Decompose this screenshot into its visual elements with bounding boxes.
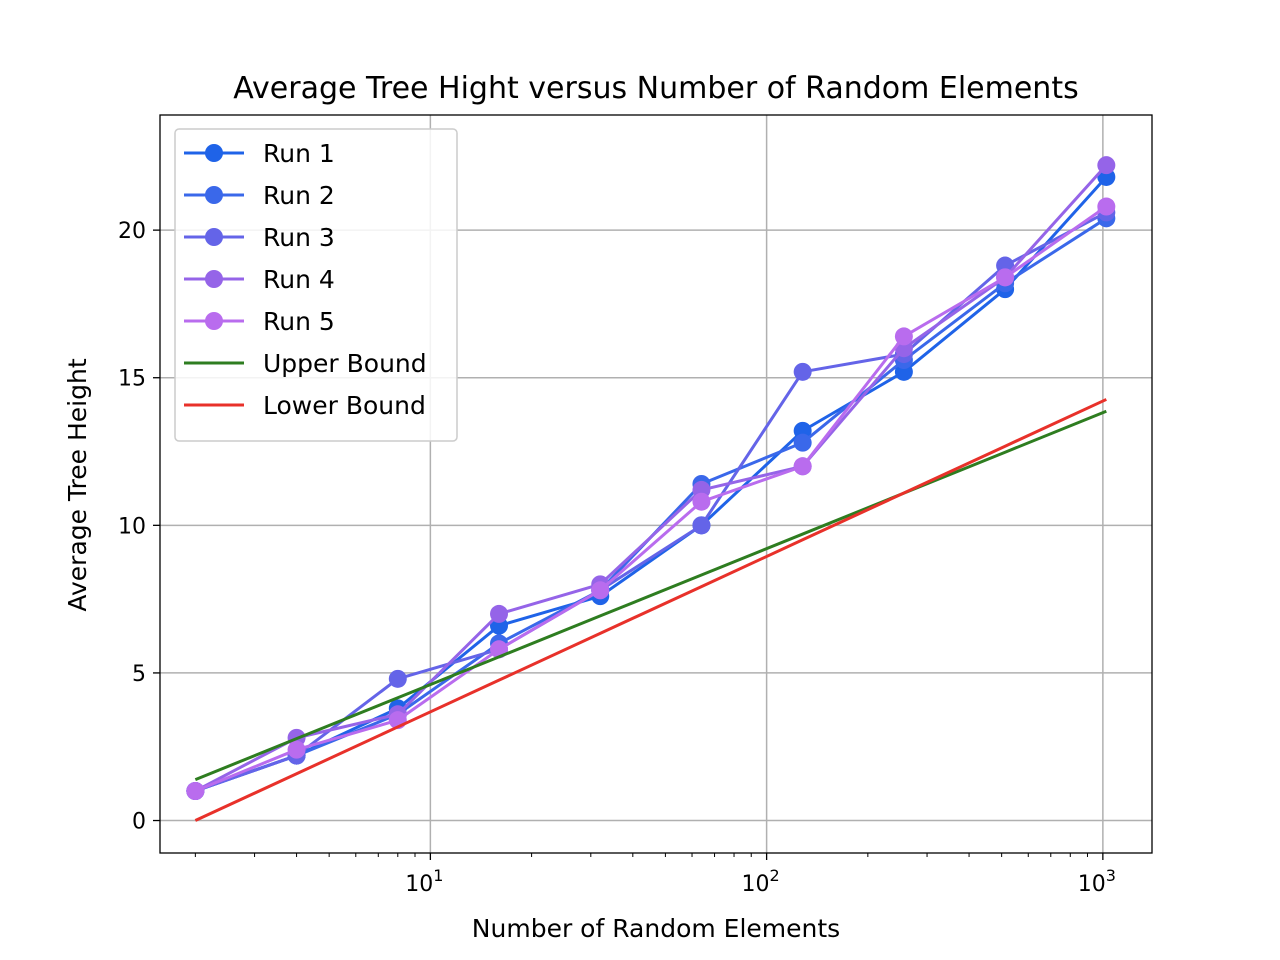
series-line	[194, 205, 1108, 793]
chart-title: Average Tree Hight versus Number of Rand…	[233, 71, 1078, 106]
data-point	[1097, 156, 1116, 175]
data-point	[793, 362, 812, 381]
legend-label: Upper Bound	[263, 349, 427, 378]
legend-swatch-marker	[205, 228, 223, 246]
x-axis-label: Number of Random Elements	[472, 914, 840, 943]
y-tick-label: 20	[118, 219, 146, 244]
series-layer	[186, 156, 1116, 822]
y-tick-label: 10	[118, 514, 146, 539]
data-point	[490, 604, 509, 623]
legend-label: Run 3	[263, 223, 335, 252]
legend-swatch-marker	[205, 270, 223, 288]
data-point	[793, 433, 812, 452]
data-point	[1097, 197, 1116, 216]
legend-label: Run 2	[263, 181, 335, 210]
legend-swatch-marker	[205, 312, 223, 330]
data-point	[996, 268, 1015, 287]
series-line	[194, 409, 1107, 782]
x-tick-label: 101	[405, 866, 443, 897]
ticks: 0 5 10 15 20 101 102 103	[118, 219, 1116, 897]
series-line	[194, 164, 1108, 793]
axes-frame	[159, 114, 1153, 854]
y-tick-label: 5	[132, 662, 146, 687]
y-tick-label: 15	[118, 367, 146, 392]
legend-label: Lower Bound	[263, 391, 426, 420]
plot-area: 0 5 10 15 20 101 102 103	[118, 114, 1153, 897]
series-upper-bound	[194, 409, 1107, 782]
legend-swatch-marker	[205, 144, 223, 162]
data-point	[793, 457, 812, 476]
legend-label: Run 4	[263, 265, 335, 294]
series-line	[194, 175, 1108, 793]
data-point	[186, 782, 205, 801]
series-line	[194, 398, 1107, 822]
data-point	[692, 516, 711, 535]
legend-label: Run 1	[263, 139, 335, 168]
legend-swatch-marker	[205, 186, 223, 204]
legend-label: Run 5	[263, 307, 335, 336]
data-point	[287, 740, 306, 759]
x-tick-label: 103	[1078, 866, 1116, 897]
data-point	[591, 581, 610, 600]
y-tick-label: 0	[132, 810, 146, 835]
legend-box	[174, 128, 458, 442]
legend: Run 1 Run 2 Run 3 Run 4 Run 5 Upper Bound Lowe…	[174, 128, 458, 442]
data-point	[894, 327, 913, 346]
x-tick-label: 102	[742, 866, 780, 897]
series-lower-bound	[194, 398, 1107, 822]
y-axis-label: Average Tree Height	[63, 358, 92, 611]
data-point	[388, 669, 407, 688]
data-point	[692, 492, 711, 511]
